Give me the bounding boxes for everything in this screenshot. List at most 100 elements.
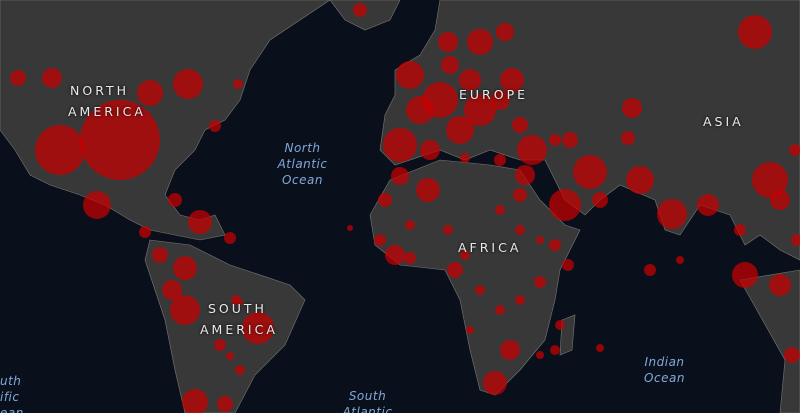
case-marker[interactable] [152, 247, 168, 263]
case-marker[interactable] [621, 131, 635, 145]
case-marker[interactable] [217, 396, 233, 412]
case-marker[interactable] [573, 155, 607, 189]
case-marker[interactable] [555, 320, 565, 330]
case-marker[interactable] [416, 178, 440, 202]
case-marker[interactable] [596, 344, 604, 352]
case-marker[interactable] [188, 210, 212, 234]
case-marker[interactable] [224, 232, 236, 244]
case-marker[interactable] [396, 61, 424, 89]
case-marker[interactable] [438, 32, 458, 52]
case-marker[interactable] [406, 96, 434, 124]
case-marker[interactable] [35, 125, 85, 175]
case-marker[interactable] [536, 351, 544, 359]
case-marker[interactable] [383, 128, 417, 162]
case-marker[interactable] [512, 117, 528, 133]
case-marker[interactable] [550, 345, 560, 355]
case-marker[interactable] [734, 224, 746, 236]
case-marker[interactable] [420, 140, 440, 160]
case-marker[interactable] [214, 339, 226, 351]
case-marker[interactable] [495, 205, 505, 215]
case-marker[interactable] [242, 312, 274, 344]
case-marker[interactable] [460, 153, 470, 163]
case-marker[interactable] [404, 252, 416, 264]
case-marker[interactable] [459, 69, 481, 91]
case-marker[interactable] [622, 98, 642, 118]
case-marker[interactable] [405, 220, 415, 230]
case-marker[interactable] [464, 94, 496, 126]
case-marker[interactable] [173, 69, 203, 99]
case-marker[interactable] [500, 340, 520, 360]
case-marker[interactable] [513, 188, 527, 202]
case-marker[interactable] [549, 134, 561, 146]
case-marker[interactable] [676, 256, 684, 264]
case-marker[interactable] [534, 276, 546, 288]
case-marker[interactable] [562, 132, 578, 148]
case-marker[interactable] [391, 167, 409, 185]
case-marker[interactable] [446, 116, 474, 144]
case-marker[interactable] [466, 326, 474, 334]
case-marker[interactable] [791, 234, 800, 246]
case-marker[interactable] [515, 295, 525, 305]
case-marker[interactable] [467, 29, 493, 55]
case-marker[interactable] [173, 256, 197, 280]
case-marker[interactable] [80, 100, 160, 180]
case-marker[interactable] [447, 262, 463, 278]
case-marker[interactable] [515, 225, 525, 235]
case-marker[interactable] [460, 250, 470, 260]
case-marker[interactable] [549, 189, 581, 221]
case-marker[interactable] [42, 68, 62, 88]
case-marker[interactable] [732, 262, 758, 288]
case-marker[interactable] [83, 191, 111, 219]
case-marker[interactable] [784, 347, 800, 363]
case-marker[interactable] [562, 259, 574, 271]
label-south-pacific: uth ific ean [0, 373, 24, 413]
case-marker[interactable] [347, 225, 353, 231]
case-marker[interactable] [226, 352, 234, 360]
case-marker[interactable] [443, 225, 453, 235]
case-marker[interactable] [233, 79, 243, 89]
case-marker[interactable] [168, 193, 182, 207]
case-marker[interactable] [441, 56, 459, 74]
case-marker[interactable] [182, 389, 208, 413]
case-marker[interactable] [495, 305, 505, 315]
case-marker[interactable] [789, 144, 800, 156]
ocean-word: ific [0, 390, 20, 404]
case-marker[interactable] [139, 226, 151, 238]
case-marker[interactable] [475, 285, 485, 295]
case-marker[interactable] [657, 199, 687, 229]
case-marker[interactable] [10, 70, 26, 86]
case-marker[interactable] [385, 245, 405, 265]
case-marker[interactable] [237, 299, 243, 305]
case-marker[interactable] [494, 154, 506, 166]
case-marker[interactable] [490, 90, 510, 110]
case-marker[interactable] [549, 239, 561, 251]
case-marker[interactable] [170, 295, 200, 325]
case-marker[interactable] [517, 135, 547, 165]
case-marker[interactable] [592, 192, 608, 208]
case-marker[interactable] [626, 166, 654, 194]
case-marker[interactable] [644, 264, 656, 276]
case-marker[interactable] [353, 3, 367, 17]
ocean-word: uth [0, 374, 22, 388]
case-marker[interactable] [500, 68, 524, 92]
case-marker[interactable] [209, 120, 221, 132]
ocean-word: North [284, 141, 321, 155]
case-marker[interactable] [483, 371, 507, 395]
label-south-atlantic: South Atlantic [335, 388, 400, 413]
case-marker[interactable] [137, 80, 163, 106]
case-marker[interactable] [515, 165, 535, 185]
case-marker[interactable] [536, 236, 544, 244]
case-marker[interactable] [697, 194, 719, 216]
case-marker[interactable] [770, 190, 790, 210]
case-marker[interactable] [378, 193, 392, 207]
case-marker[interactable] [738, 15, 772, 49]
case-marker[interactable] [374, 234, 386, 246]
case-marker[interactable] [496, 23, 514, 41]
label-north-atlantic: North Atlantic Ocean [270, 140, 335, 188]
case-marker[interactable] [162, 280, 182, 300]
case-marker[interactable] [769, 274, 791, 296]
case-marker[interactable] [235, 365, 245, 375]
case-marker[interactable] [752, 162, 788, 198]
